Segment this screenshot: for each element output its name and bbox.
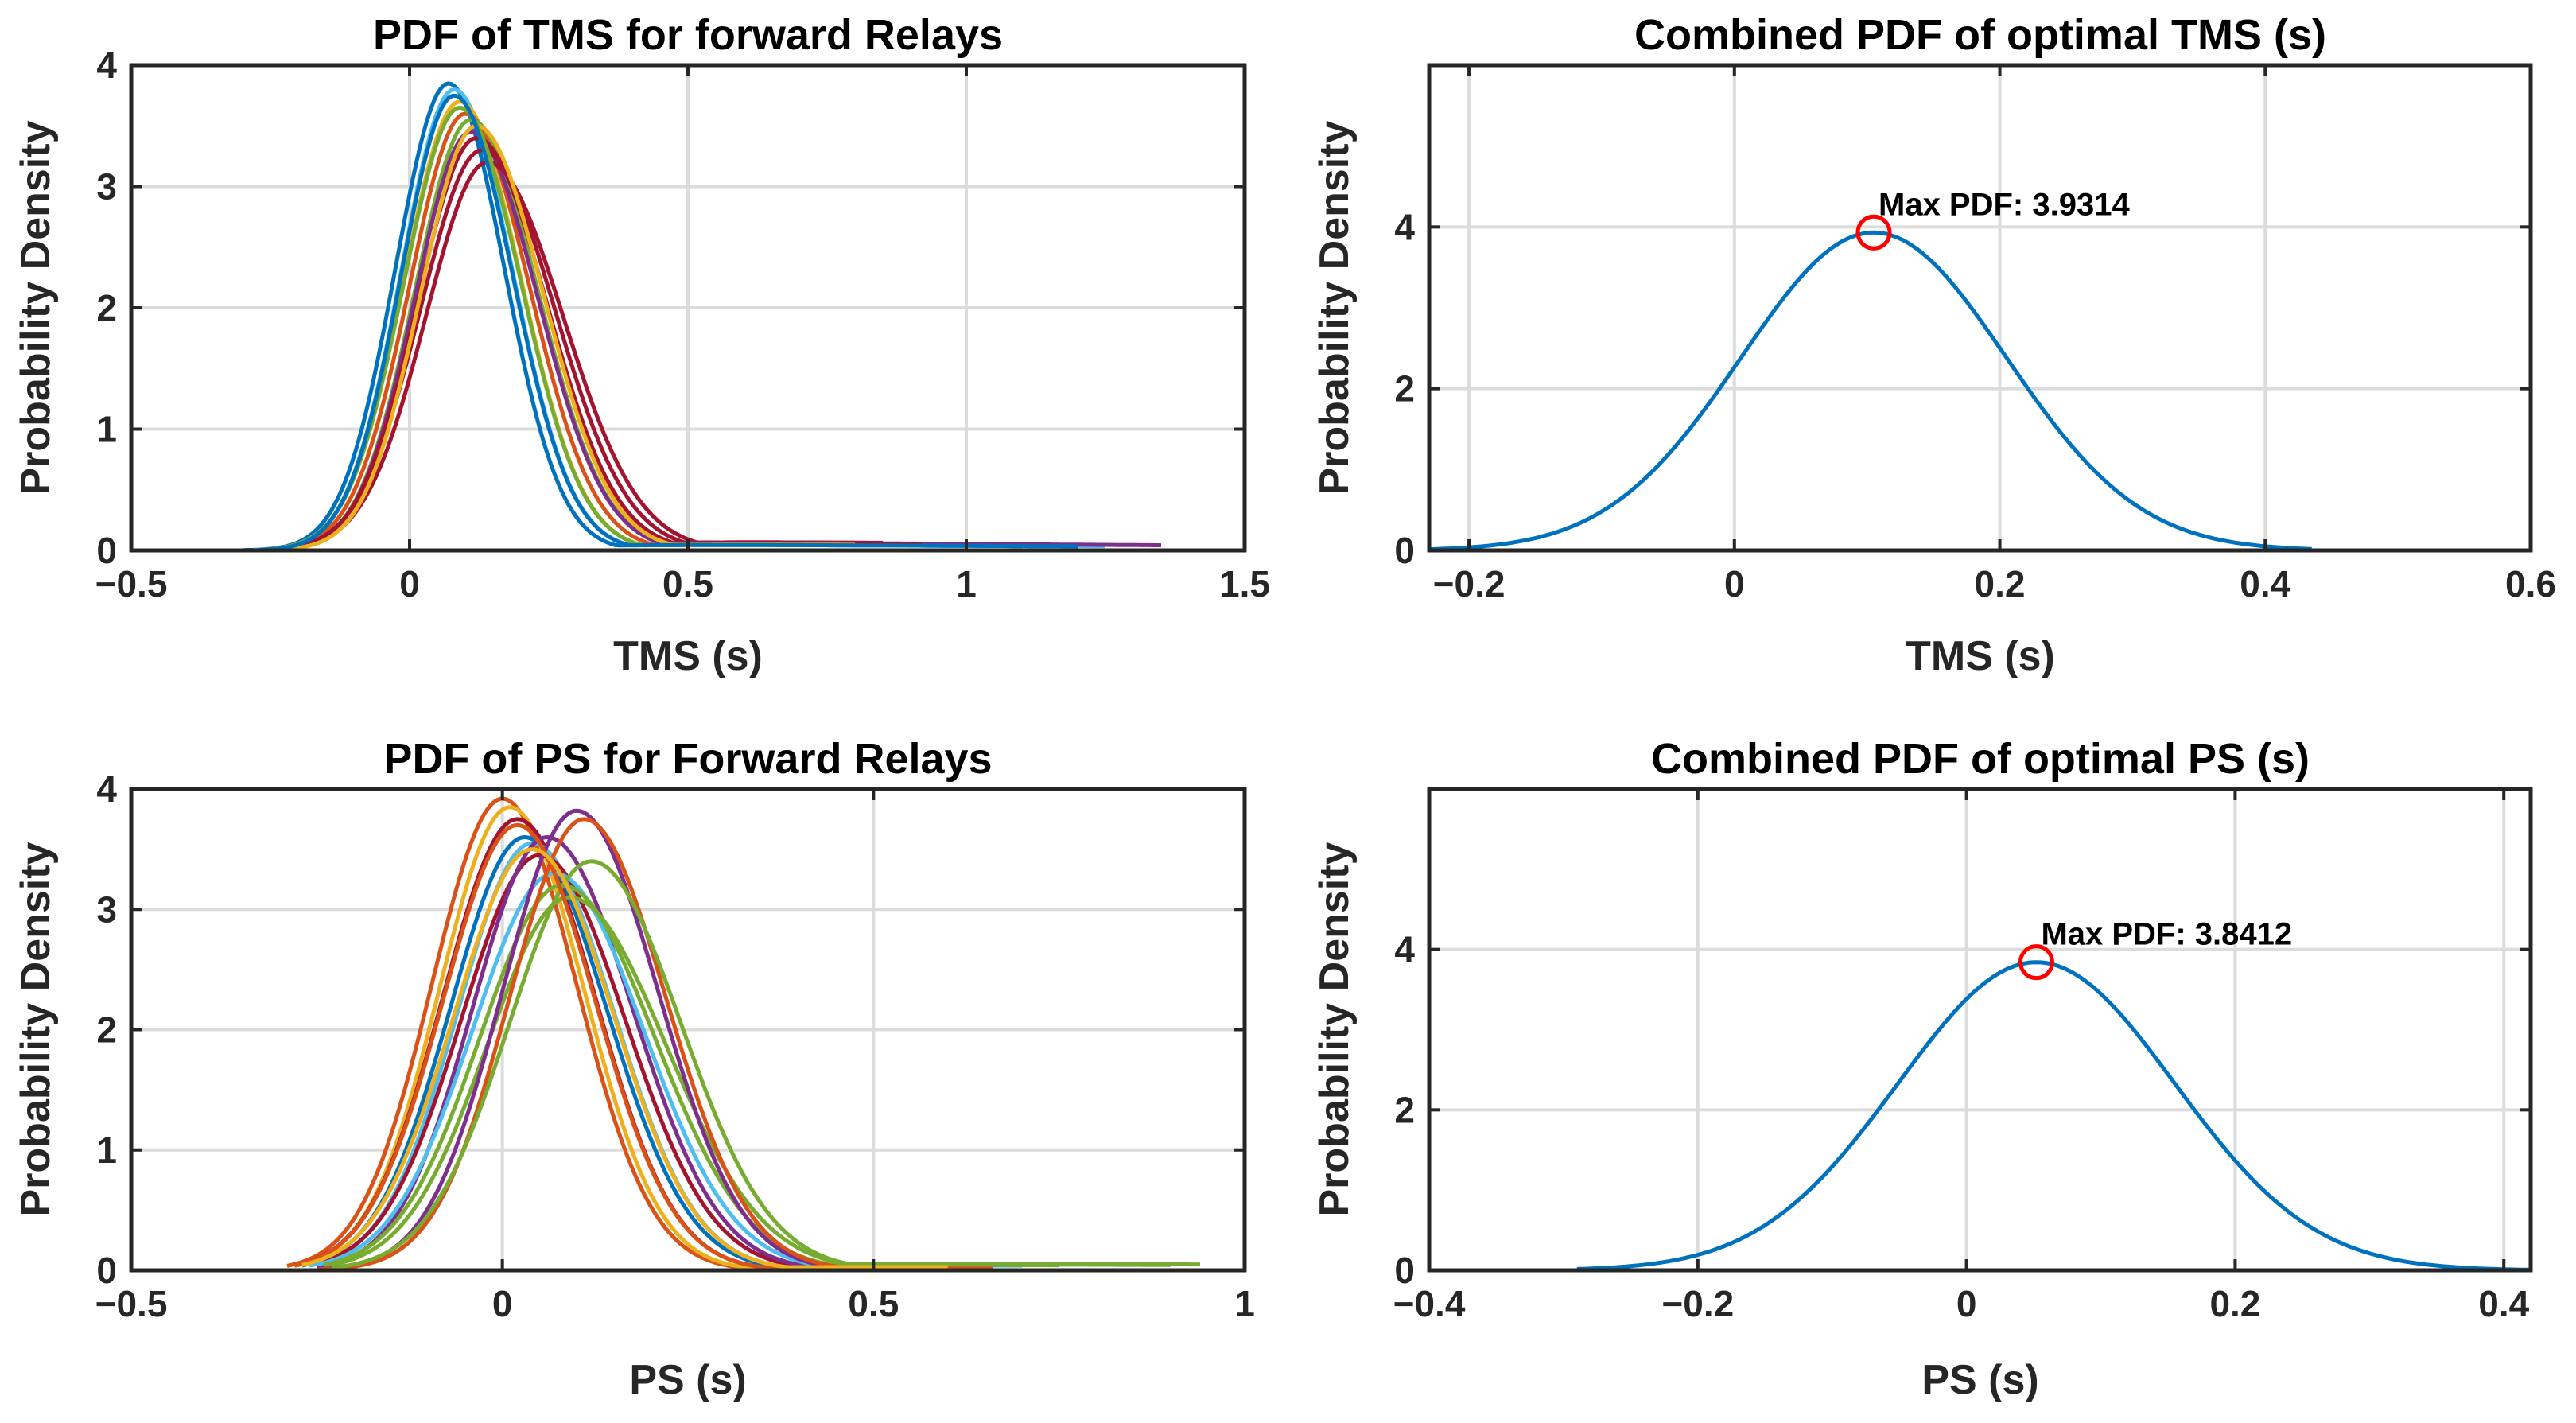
series-line-relay-12 <box>258 93 1078 552</box>
grid <box>131 65 1245 550</box>
x-tick-label: 0 <box>1956 1283 1977 1324</box>
x-tick-label: 1 <box>956 563 977 605</box>
subplot-ps-combined: Combined PDF of optimal PS (s) −0.4 −0.2 0… <box>1311 735 2533 1403</box>
x-tick-label: 0.5 <box>662 563 713 605</box>
series-group <box>242 81 1162 553</box>
x-tick-label: 1.5 <box>1219 563 1270 605</box>
y-tick-label: 3 <box>96 166 117 208</box>
y-axis-label: Probability Density <box>1311 842 1358 1216</box>
y-tick-label: 2 <box>96 287 117 329</box>
max-point-marker <box>1855 214 1892 251</box>
x-axis-label: TMS (s) <box>613 633 763 679</box>
chart-title: Combined PDF of optimal PS (s) <box>1651 735 2310 783</box>
chart-title: PDF of TMS for forward Relays <box>373 11 1003 59</box>
grid <box>1429 65 2531 550</box>
y-axis-label: Probability Density <box>1311 120 1358 495</box>
max-marker-group <box>2018 944 2054 981</box>
subplot-ps-forward: PDF of PS for Forward Relays −0.5 0 0.5 101… <box>13 735 1255 1403</box>
x-tick-label: 0.4 <box>2240 563 2290 605</box>
y-tick-label: 2 <box>96 1009 117 1051</box>
x-tick-label: −0.5 <box>95 563 168 605</box>
x-tick-label: 0.2 <box>2209 1283 2260 1324</box>
chart-title: Combined PDF of optimal TMS (s) <box>1634 11 2326 59</box>
x-axis-label: TMS (s) <box>1906 633 2055 679</box>
series-group <box>1428 230 2312 551</box>
x-tick-label: −0.2 <box>1433 563 1506 605</box>
chart-title: PDF of PS for Forward Relays <box>383 735 992 783</box>
series-line-combined-pdf <box>1428 230 2312 551</box>
series-line-relay-15 <box>301 847 948 1269</box>
x-tick-label: 1 <box>1234 1283 1255 1324</box>
x-tick-label: 0.4 <box>2478 1283 2529 1324</box>
subplot-tms-forward: PDF of TMS for forward Relays −0.5 0 0.5 1 1… <box>13 11 1270 679</box>
y-tick-label: 4 <box>96 45 117 86</box>
y-tick-label: 0 <box>1394 530 1415 571</box>
grid <box>1429 789 2531 1270</box>
x-tick-label: 0.6 <box>2505 563 2556 605</box>
y-tick-label: 3 <box>96 888 117 930</box>
y-axis-label: Probability Density <box>13 842 59 1216</box>
y-tick-label: 2 <box>1394 368 1415 410</box>
x-tick-label: −0.5 <box>95 1283 168 1324</box>
series-line-relay-13 <box>331 859 1171 1270</box>
subplot-tms-combined: Combined PDF of optimal TMS (s) −0.2 0 0.2… <box>1311 11 2556 679</box>
axes-frame <box>1427 787 2533 1273</box>
max-marker-group <box>1855 214 1892 251</box>
series-group <box>286 796 1200 1272</box>
y-tick-label: 0 <box>96 530 117 571</box>
tick-group: −0.4 −0.2 0 0.2 0.4 0 2 4 <box>1393 789 2531 1324</box>
y-tick-label: 0 <box>1394 1250 1415 1291</box>
max-pdf-annotation: Max PDF: 3.8412 <box>2041 917 2292 952</box>
x-tick-label: 0 <box>1724 563 1745 605</box>
x-tick-label: 0 <box>399 563 420 605</box>
series-line-relay-9 <box>286 160 884 551</box>
x-axis-label: PS (s) <box>1921 1357 2038 1403</box>
y-tick-label: 4 <box>96 768 117 810</box>
x-tick-label: 0.2 <box>1975 563 2026 605</box>
tick-group: −0.2 0 0.2 0.4 0.6 0 2 4 <box>1394 65 2556 605</box>
y-axis-label: Probability Density <box>13 120 59 495</box>
x-tick-label: −0.2 <box>1661 1283 1734 1324</box>
x-tick-label: 0.5 <box>848 1283 899 1324</box>
axes-frame <box>1427 63 2533 553</box>
y-tick-label: 1 <box>96 409 117 450</box>
max-point-marker <box>2018 944 2054 981</box>
x-axis-label: PS (s) <box>629 1357 746 1403</box>
y-tick-label: 1 <box>96 1129 117 1171</box>
y-tick-label: 2 <box>1394 1089 1415 1130</box>
grid <box>131 789 1245 1270</box>
y-tick-label: 4 <box>1394 929 1415 970</box>
y-tick-label: 0 <box>96 1250 117 1291</box>
y-tick-label: 4 <box>1394 206 1415 247</box>
max-pdf-annotation: Max PDF: 3.9314 <box>1879 187 2130 222</box>
x-tick-label: 0 <box>492 1283 513 1324</box>
x-tick-label: −0.4 <box>1393 1283 1466 1324</box>
